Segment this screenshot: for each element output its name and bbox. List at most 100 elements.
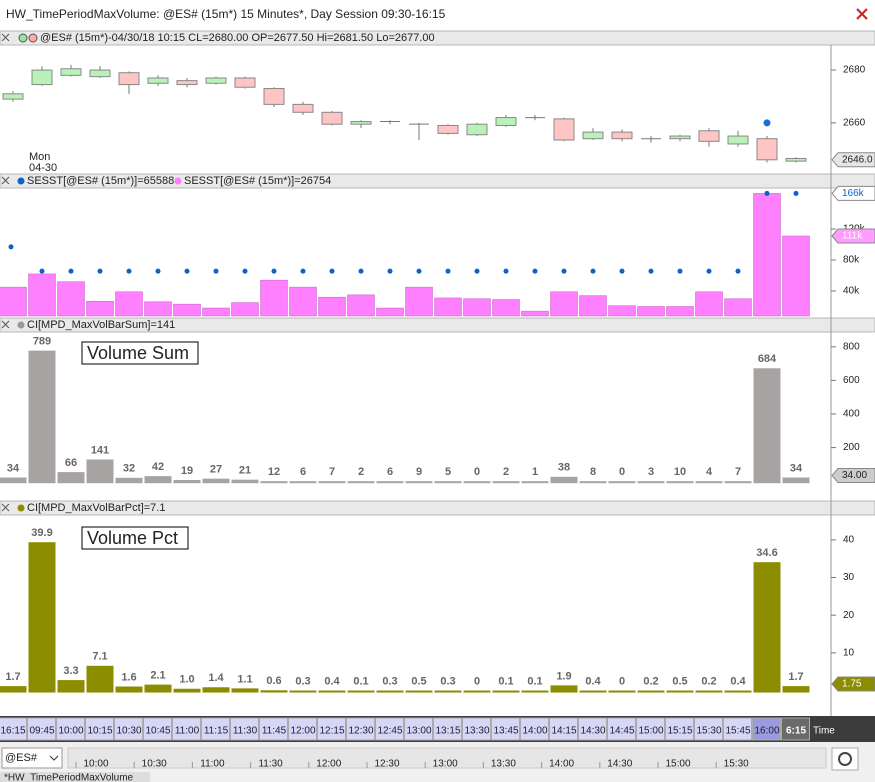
bar	[260, 481, 288, 484]
tab[interactable]	[0, 772, 150, 782]
volume-dot	[735, 268, 741, 274]
time-cell	[56, 717, 85, 741]
time-label: 16:00	[754, 726, 779, 737]
last-value-box	[831, 467, 875, 483]
bar	[579, 690, 607, 693]
y-tick-label: 2680	[843, 65, 866, 76]
icon	[17, 177, 25, 185]
bar	[434, 690, 462, 693]
value-label: 5	[445, 466, 451, 478]
refresh-button[interactable]	[831, 747, 859, 771]
bar	[86, 459, 114, 484]
bar	[115, 686, 143, 693]
bar	[695, 690, 723, 693]
volume-dot	[764, 190, 770, 196]
value-label: 42	[152, 461, 164, 473]
bar	[463, 481, 491, 484]
volume-bar	[666, 306, 694, 317]
time-label: 10:45	[145, 726, 170, 737]
value-label: 0	[474, 675, 480, 687]
value-label: 3.3	[63, 665, 78, 677]
time-cell	[636, 717, 665, 741]
bar	[376, 690, 404, 693]
bar	[782, 686, 810, 693]
volume-bar	[173, 303, 201, 317]
value-label: 19	[181, 465, 193, 477]
bar	[144, 476, 172, 484]
bar	[521, 690, 549, 693]
volume-bar	[318, 296, 346, 317]
y-tick-label: 20	[843, 610, 855, 621]
time-cell	[491, 717, 520, 741]
time-cell	[781, 717, 810, 741]
value-label: 0.6	[266, 675, 281, 687]
panel-legend: CI[MPD_MaxVolBarSum]=141	[27, 319, 175, 331]
y-tick-label: 400	[843, 409, 860, 420]
value-label: 39.9	[31, 527, 52, 539]
time-cell	[549, 717, 578, 741]
bar	[637, 481, 665, 484]
annotation: Volume Pct	[87, 528, 178, 548]
candle-body	[176, 80, 198, 86]
bar	[405, 690, 433, 693]
bar	[376, 481, 404, 484]
bar	[0, 686, 27, 693]
volume-bar	[753, 193, 781, 317]
time-label: 10:30	[116, 726, 141, 737]
value-label: 6	[387, 466, 393, 478]
time-cell	[665, 717, 694, 741]
bar	[579, 481, 607, 484]
candle-body	[611, 131, 633, 140]
time-cell	[27, 717, 56, 741]
time-label: 15:15	[667, 726, 692, 737]
volume-dot	[329, 268, 335, 274]
bar	[753, 562, 781, 693]
value-label: 1	[532, 466, 538, 478]
bar	[724, 481, 752, 484]
time-label: 16:15	[0, 726, 25, 737]
time-cell	[520, 717, 549, 741]
time-label: 14:15	[551, 726, 576, 737]
value-label: 0.2	[643, 675, 658, 687]
symbol-box[interactable]	[1, 747, 63, 769]
time-label: 11:45	[262, 726, 287, 737]
candle-body	[495, 117, 517, 126]
volume-bar	[637, 306, 665, 317]
value-label: 34.6	[756, 547, 777, 559]
close-icons[interactable]	[1, 33, 10, 512]
bar	[260, 690, 288, 693]
time-label: 12:30	[348, 726, 373, 737]
value-label: 141	[91, 444, 109, 456]
time-cell	[433, 717, 462, 741]
panel-legend: SESST[@ES# (15m*)]=26754	[184, 175, 331, 187]
time-cell	[346, 717, 375, 741]
value-label: 34	[790, 462, 803, 474]
close-button[interactable]	[853, 5, 871, 23]
value-label: 27	[210, 464, 222, 476]
volume-bar	[521, 310, 549, 317]
value-label: 8	[590, 466, 596, 478]
volume-dot	[300, 268, 306, 274]
volume-dot	[39, 268, 45, 274]
value-label: 789	[33, 336, 51, 348]
volume-bar	[492, 299, 520, 317]
time-label: 12:45	[377, 726, 402, 737]
time-axis-title: Time	[813, 726, 835, 737]
volume-dot	[445, 268, 451, 274]
candle-body	[89, 69, 111, 78]
scroll-label: 14:00	[549, 759, 574, 770]
time-label: 09:45	[29, 726, 54, 737]
candle-body	[31, 69, 53, 86]
time-cell	[201, 717, 230, 741]
value-label: 0.3	[295, 675, 310, 687]
scrollbar[interactable]	[67, 747, 827, 769]
bar	[231, 688, 259, 693]
candle-body	[234, 77, 256, 88]
scroll-label: 15:00	[665, 759, 690, 770]
date-label: 04-30	[29, 162, 57, 174]
volume-bar	[202, 307, 230, 317]
value-label: 38	[558, 462, 570, 474]
volume-dot	[155, 268, 161, 274]
candle-body	[727, 135, 749, 145]
scroll-label: 15:30	[724, 759, 749, 770]
